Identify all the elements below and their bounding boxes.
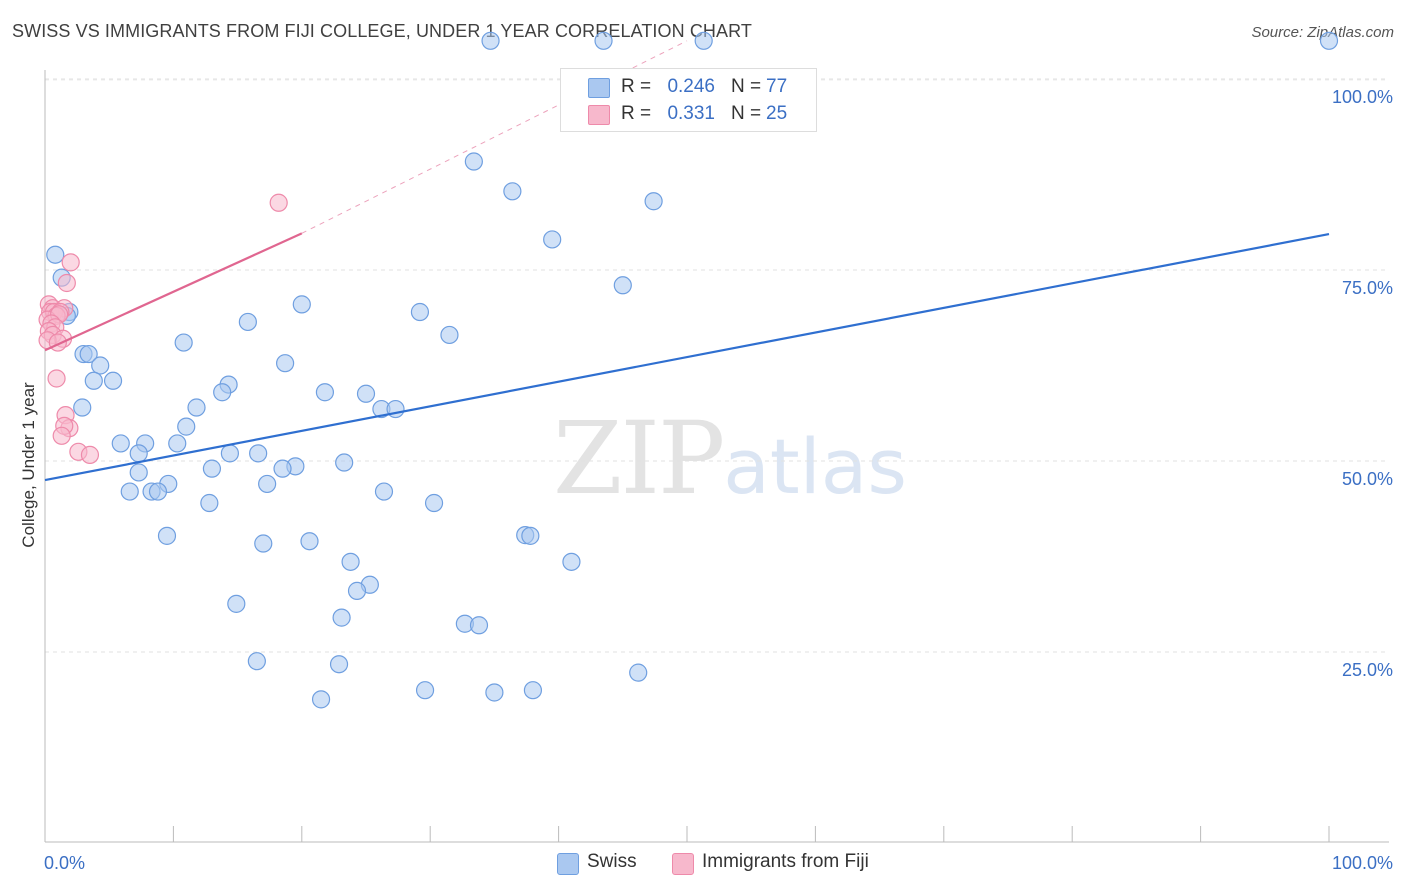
y-tick-label: 75.0% bbox=[1342, 278, 1393, 298]
swiss-point bbox=[347, 581, 367, 600]
swiss-point bbox=[311, 690, 331, 709]
swiss-point bbox=[129, 444, 148, 463]
swiss-point bbox=[464, 152, 483, 171]
legend-n-label: N = bbox=[731, 76, 762, 97]
swiss-point bbox=[73, 398, 92, 417]
swiss-point bbox=[481, 31, 500, 50]
swiss-point bbox=[177, 417, 196, 436]
swiss-point bbox=[300, 532, 319, 551]
swiss-point bbox=[356, 384, 376, 403]
swiss-point bbox=[111, 434, 130, 453]
swiss-point bbox=[594, 31, 613, 50]
swiss-point bbox=[503, 182, 522, 201]
chart-title: SWISS VS IMMIGRANTS FROM FIJI COLLEGE, U… bbox=[12, 21, 753, 41]
swiss-point bbox=[249, 444, 268, 463]
swiss-point bbox=[694, 31, 713, 50]
fiji-point bbox=[269, 193, 288, 212]
legend-row-swiss: R = 0.246 N = 77 bbox=[561, 74, 816, 100]
swiss-point bbox=[341, 552, 360, 571]
swiss-point bbox=[129, 463, 148, 482]
y-tick-label: 50.0% bbox=[1342, 469, 1393, 489]
legend-r-label: R = bbox=[621, 76, 652, 97]
series-label-swiss: Swiss bbox=[587, 851, 637, 872]
swiss-point bbox=[254, 534, 273, 553]
legend-swatch-fiji bbox=[588, 105, 610, 125]
legend-r-value-swiss: 0.246 bbox=[667, 76, 715, 97]
series-legend: Swiss Immigrants from Fiji bbox=[0, 851, 1406, 877]
swiss-point bbox=[157, 526, 177, 545]
fiji-point bbox=[80, 445, 100, 464]
swiss-point bbox=[629, 663, 648, 682]
swiss-point bbox=[335, 453, 354, 472]
swiss-point bbox=[424, 493, 444, 513]
swiss-point bbox=[415, 681, 435, 700]
swiss-point bbox=[103, 371, 123, 390]
swiss-point bbox=[200, 493, 219, 513]
swiss-point bbox=[276, 354, 295, 373]
legend-row-fiji: R = 0.331 N = 25 bbox=[561, 101, 816, 127]
series-swatch-swiss bbox=[557, 853, 579, 875]
legend-r-label: R = bbox=[621, 103, 652, 124]
watermark-zip: ZIP bbox=[553, 400, 725, 517]
y-tick-label: 25.0% bbox=[1342, 660, 1393, 680]
fiji-trend-line bbox=[44, 232, 303, 352]
swiss-point bbox=[374, 482, 394, 501]
swiss-point bbox=[174, 333, 193, 352]
legend-swatch-swiss bbox=[588, 78, 610, 98]
swiss-point bbox=[202, 459, 222, 478]
swiss-point bbox=[543, 230, 562, 249]
swiss-point bbox=[485, 683, 504, 702]
series-swatch-fiji bbox=[672, 853, 694, 875]
swiss-point bbox=[315, 383, 335, 402]
swiss-point bbox=[440, 325, 459, 345]
fiji-point bbox=[61, 253, 80, 272]
swiss-point bbox=[187, 398, 206, 417]
swiss-point bbox=[148, 482, 168, 501]
swiss-point bbox=[84, 371, 103, 390]
swiss-point bbox=[613, 276, 632, 295]
series-label-fiji: Immigrants from Fiji bbox=[702, 851, 869, 872]
x-tick-label-max: 100.0% bbox=[1332, 853, 1393, 873]
swiss-point bbox=[247, 652, 266, 671]
legend-n-value-swiss: 77 bbox=[766, 76, 788, 97]
swiss-point bbox=[168, 434, 187, 453]
swiss-point bbox=[410, 302, 430, 322]
fiji-trend-extension bbox=[301, 40, 688, 234]
swiss-point bbox=[332, 608, 351, 627]
fiji-point bbox=[57, 273, 76, 293]
swiss-point bbox=[120, 482, 139, 501]
correlation-legend: R = 0.246 N = 77 R = 0.331 N = 25 bbox=[560, 68, 817, 132]
swiss-point bbox=[523, 681, 543, 700]
swiss-point bbox=[644, 192, 663, 211]
legend-n-value-fiji: 25 bbox=[766, 103, 788, 124]
swiss-point bbox=[521, 526, 540, 545]
swiss-point bbox=[220, 444, 239, 463]
swiss-point bbox=[213, 383, 232, 402]
swiss-point bbox=[227, 594, 246, 613]
swiss-point bbox=[469, 616, 489, 635]
fiji-point bbox=[52, 426, 71, 445]
y-tick-label: 100.0% bbox=[1332, 87, 1393, 107]
swiss-point bbox=[46, 245, 65, 264]
swiss-point bbox=[329, 655, 349, 674]
legend-n-label: N = bbox=[731, 103, 762, 124]
legend-r-value-fiji: 0.331 bbox=[667, 103, 715, 124]
swiss-point bbox=[273, 459, 292, 478]
swiss-trend-line bbox=[44, 233, 1330, 482]
swiss-point bbox=[79, 344, 98, 364]
x-tick-label-min: 0.0% bbox=[44, 853, 85, 873]
swiss-point bbox=[238, 312, 257, 332]
swiss-point bbox=[91, 356, 110, 375]
source-credit: Source: ZipAtlas.com bbox=[1251, 24, 1394, 41]
swiss-point bbox=[258, 474, 277, 494]
fiji-point bbox=[47, 369, 66, 388]
swiss-point bbox=[292, 295, 311, 314]
swiss-point bbox=[1319, 31, 1339, 50]
swiss-point bbox=[562, 552, 581, 571]
watermark-atlas: atlas bbox=[723, 422, 907, 511]
watermark: ZIPatlas bbox=[553, 400, 907, 517]
